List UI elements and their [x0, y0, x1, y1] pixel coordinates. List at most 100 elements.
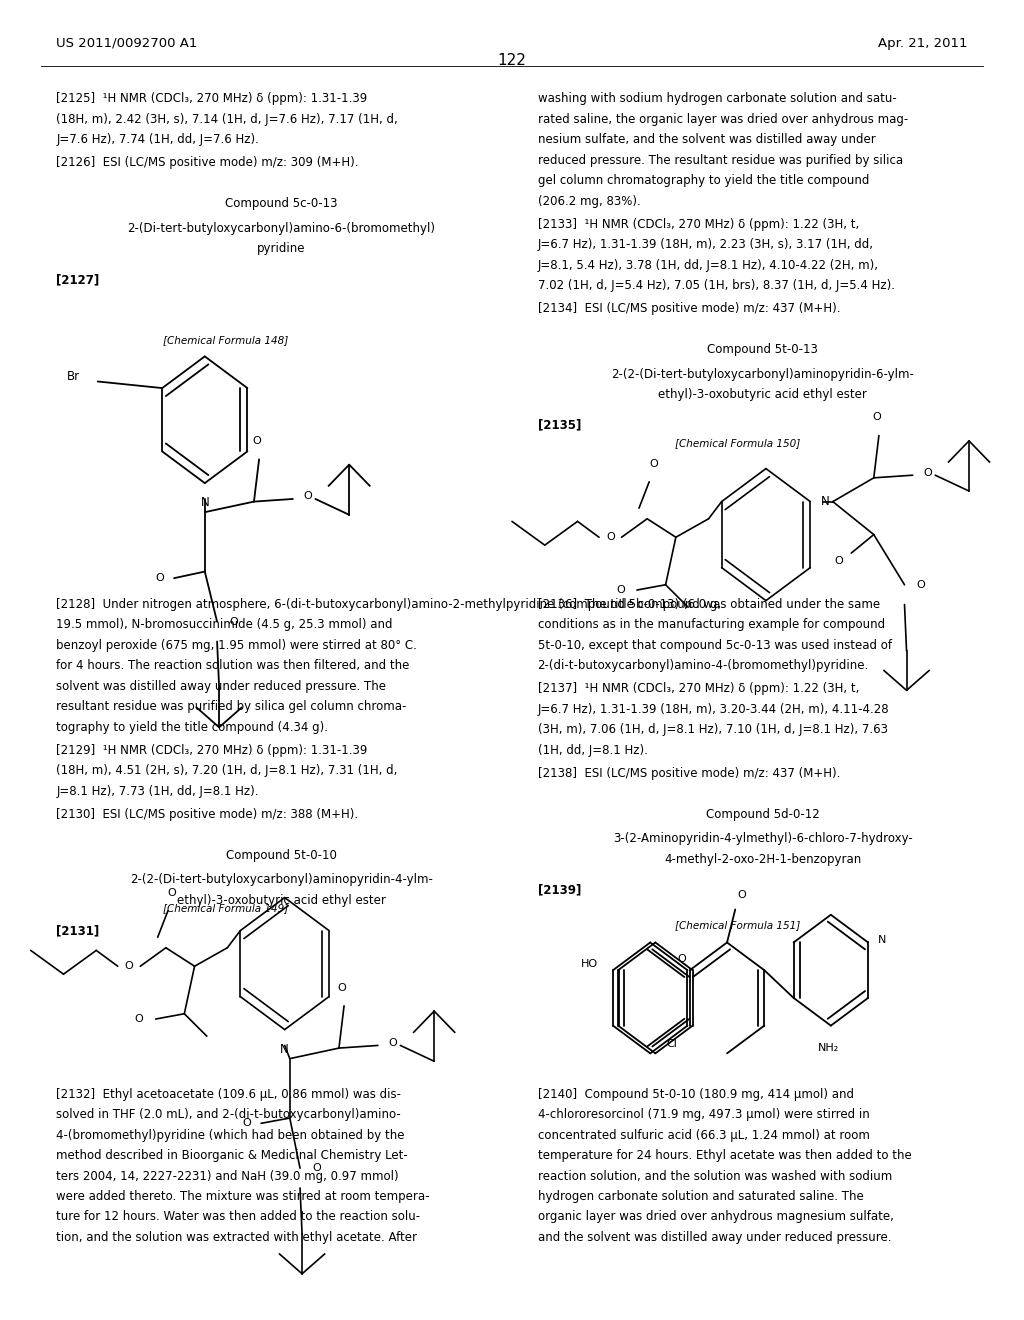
Text: 5t-0-10, except that compound 5c-0-13 was used instead of: 5t-0-10, except that compound 5c-0-13 wa…	[538, 639, 892, 652]
Text: 2-(Di-tert-butyloxycarbonyl)amino-6-(bromomethyl): 2-(Di-tert-butyloxycarbonyl)amino-6-(bro…	[128, 222, 435, 235]
Text: Compound 5t-0-10: Compound 5t-0-10	[226, 849, 337, 862]
Text: O: O	[615, 585, 625, 595]
Text: [2139]: [2139]	[538, 883, 581, 896]
Text: (1H, dd, J=8.1 Hz).: (1H, dd, J=8.1 Hz).	[538, 743, 647, 756]
Text: [2126]  ESI (LC/MS positive mode) m/z: 309 (M+H).: [2126] ESI (LC/MS positive mode) m/z: 30…	[56, 156, 358, 169]
Text: pyridine: pyridine	[257, 243, 306, 255]
Text: O: O	[312, 1163, 322, 1173]
Text: [2133]  ¹H NMR (CDCl₃, 270 MHz) δ (ppm): 1.22 (3H, t,: [2133] ¹H NMR (CDCl₃, 270 MHz) δ (ppm): …	[538, 218, 859, 231]
Text: ters 2004, 14, 2227-2231) and NaH (39.0 mg, 0.97 mmol): ters 2004, 14, 2227-2231) and NaH (39.0 …	[56, 1170, 399, 1183]
Text: conditions as in the manufacturing example for compound: conditions as in the manufacturing examp…	[538, 618, 885, 631]
Text: O: O	[649, 458, 657, 469]
Text: organic layer was dried over anhydrous magnesium sulfate,: organic layer was dried over anhydrous m…	[538, 1210, 894, 1224]
Text: rated saline, the organic layer was dried over anhydrous mag-: rated saline, the organic layer was drie…	[538, 112, 908, 125]
Text: O: O	[125, 961, 133, 972]
Text: [2130]  ESI (LC/MS positive mode) m/z: 388 (M+H).: [2130] ESI (LC/MS positive mode) m/z: 38…	[56, 808, 358, 821]
Text: J=8.1 Hz), 7.73 (1H, dd, J=8.1 Hz).: J=8.1 Hz), 7.73 (1H, dd, J=8.1 Hz).	[56, 784, 259, 797]
Text: O: O	[606, 532, 614, 543]
Text: temperature for 24 hours. Ethyl acetate was then added to the: temperature for 24 hours. Ethyl acetate …	[538, 1148, 911, 1162]
Text: N: N	[879, 935, 887, 945]
Text: 2-(2-(Di-tert-butyloxycarbonyl)aminopyridin-6-ylm-: 2-(2-(Di-tert-butyloxycarbonyl)aminopyri…	[611, 368, 914, 380]
Text: Compound 5c-0-13: Compound 5c-0-13	[225, 197, 338, 210]
Text: concentrated sulfuric acid (66.3 μL, 1.24 mmol) at room: concentrated sulfuric acid (66.3 μL, 1.2…	[538, 1129, 869, 1142]
Text: O: O	[229, 616, 239, 627]
Text: 7.02 (1H, d, J=5.4 Hz), 7.05 (1H, brs), 8.37 (1H, d, J=5.4 Hz).: 7.02 (1H, d, J=5.4 Hz), 7.05 (1H, brs), …	[538, 279, 895, 292]
Text: NH₂: NH₂	[818, 1043, 840, 1053]
Text: reaction solution, and the solution was washed with sodium: reaction solution, and the solution was …	[538, 1170, 892, 1183]
Text: solvent was distilled away under reduced pressure. The: solvent was distilled away under reduced…	[56, 680, 386, 693]
Text: washing with sodium hydrogen carbonate solution and satu-: washing with sodium hydrogen carbonate s…	[538, 92, 896, 106]
Text: resultant residue was purified by silica gel column chroma-: resultant residue was purified by silica…	[56, 700, 407, 713]
Text: method described in Bioorganic & Medicinal Chemistry Let-: method described in Bioorganic & Medicin…	[56, 1148, 409, 1162]
Text: O: O	[737, 890, 746, 900]
Text: J=8.1, 5.4 Hz), 3.78 (1H, dd, J=8.1 Hz), 4.10-4.22 (2H, m),: J=8.1, 5.4 Hz), 3.78 (1H, dd, J=8.1 Hz),…	[538, 259, 879, 272]
Text: (206.2 mg, 83%).: (206.2 mg, 83%).	[538, 194, 640, 207]
Text: O: O	[253, 436, 261, 446]
Text: tography to yield the title compound (4.34 g).: tography to yield the title compound (4.…	[56, 721, 329, 734]
Text: O: O	[242, 1118, 251, 1129]
Text: reduced pressure. The resultant residue was purified by silica: reduced pressure. The resultant residue …	[538, 153, 903, 166]
Text: 3-(2-Aminopyridin-4-ylmethyl)-6-chloro-7-hydroxy-: 3-(2-Aminopyridin-4-ylmethyl)-6-chloro-7…	[613, 833, 912, 845]
Text: were added thereto. The mixture was stirred at room tempera-: were added thereto. The mixture was stir…	[56, 1191, 430, 1203]
Text: ture for 12 hours. Water was then added to the reaction solu-: ture for 12 hours. Water was then added …	[56, 1210, 421, 1224]
Text: [2138]  ESI (LC/MS positive mode) m/z: 437 (M+H).: [2138] ESI (LC/MS positive mode) m/z: 43…	[538, 767, 840, 780]
Text: 4-chlororesorcinol (71.9 mg, 497.3 μmol) were stirred in: 4-chlororesorcinol (71.9 mg, 497.3 μmol)…	[538, 1109, 869, 1121]
Text: N: N	[201, 496, 209, 510]
Text: [2125]  ¹H NMR (CDCl₃, 270 MHz) δ (ppm): 1.31-1.39: [2125] ¹H NMR (CDCl₃, 270 MHz) δ (ppm): …	[56, 92, 368, 106]
Text: O: O	[677, 953, 686, 964]
Text: ethyl)-3-oxobutyric acid ethyl ester: ethyl)-3-oxobutyric acid ethyl ester	[177, 894, 386, 907]
Text: [Chemical Formula 150]: [Chemical Formula 150]	[675, 438, 800, 449]
Text: 4-methyl-2-oxo-2H-1-benzopyran: 4-methyl-2-oxo-2H-1-benzopyran	[665, 853, 861, 866]
Text: O: O	[168, 887, 176, 898]
Text: O: O	[872, 412, 882, 422]
Text: Cl: Cl	[667, 1039, 677, 1049]
Text: 4-(bromomethyl)pyridine (which had been obtained by the: 4-(bromomethyl)pyridine (which had been …	[56, 1129, 404, 1142]
Text: O: O	[923, 467, 932, 478]
Text: 122: 122	[498, 53, 526, 67]
Text: and the solvent was distilled away under reduced pressure.: and the solvent was distilled away under…	[538, 1232, 891, 1243]
Text: ethyl)-3-oxobutyric acid ethyl ester: ethyl)-3-oxobutyric acid ethyl ester	[658, 388, 867, 401]
Text: gel column chromatography to yield the title compound: gel column chromatography to yield the t…	[538, 174, 869, 187]
Text: [2129]  ¹H NMR (CDCl₃, 270 MHz) δ (ppm): 1.31-1.39: [2129] ¹H NMR (CDCl₃, 270 MHz) δ (ppm): …	[56, 743, 368, 756]
Text: [2131]: [2131]	[56, 924, 99, 937]
Text: Br: Br	[68, 370, 80, 383]
Text: O: O	[916, 579, 926, 590]
Text: 2-(2-(Di-tert-butyloxycarbonyl)aminopyridin-4-ylm-: 2-(2-(Di-tert-butyloxycarbonyl)aminopyri…	[130, 874, 433, 886]
Text: J=6.7 Hz), 1.31-1.39 (18H, m), 3.20-3.44 (2H, m), 4.11-4.28: J=6.7 Hz), 1.31-1.39 (18H, m), 3.20-3.44…	[538, 702, 889, 715]
Text: (3H, m), 7.06 (1H, d, J=8.1 Hz), 7.10 (1H, d, J=8.1 Hz), 7.63: (3H, m), 7.06 (1H, d, J=8.1 Hz), 7.10 (1…	[538, 723, 888, 737]
Text: O: O	[134, 1014, 143, 1024]
Text: O: O	[388, 1038, 397, 1048]
Text: (18H, m), 2.42 (3H, s), 7.14 (1H, d, J=7.6 Hz), 7.17 (1H, d,: (18H, m), 2.42 (3H, s), 7.14 (1H, d, J=7…	[56, 112, 398, 125]
Text: [2137]  ¹H NMR (CDCl₃, 270 MHz) δ (ppm): 1.22 (3H, t,: [2137] ¹H NMR (CDCl₃, 270 MHz) δ (ppm): …	[538, 682, 859, 696]
Text: O: O	[835, 556, 843, 566]
Text: [Chemical Formula 151]: [Chemical Formula 151]	[675, 920, 800, 931]
Text: [2135]: [2135]	[538, 418, 581, 432]
Text: tion, and the solution was extracted with ethyl acetate. After: tion, and the solution was extracted wit…	[56, 1232, 418, 1243]
Text: Apr. 21, 2011: Apr. 21, 2011	[879, 37, 968, 50]
Text: [2134]  ESI (LC/MS positive mode) m/z: 437 (M+H).: [2134] ESI (LC/MS positive mode) m/z: 43…	[538, 302, 840, 315]
Text: HO: HO	[581, 958, 598, 969]
Text: US 2011/0092700 A1: US 2011/0092700 A1	[56, 37, 198, 50]
Text: O: O	[338, 982, 346, 993]
Text: [Chemical Formula 149]: [Chemical Formula 149]	[163, 903, 288, 913]
Text: (18H, m), 4.51 (2H, s), 7.20 (1H, d, J=8.1 Hz), 7.31 (1H, d,: (18H, m), 4.51 (2H, s), 7.20 (1H, d, J=8…	[56, 764, 397, 777]
Text: [2127]: [2127]	[56, 273, 99, 286]
Text: O: O	[155, 573, 164, 583]
Text: Compound 5t-0-13: Compound 5t-0-13	[708, 343, 818, 356]
Text: for 4 hours. The reaction solution was then filtered, and the: for 4 hours. The reaction solution was t…	[56, 659, 410, 672]
Text: Compound 5d-0-12: Compound 5d-0-12	[706, 808, 820, 821]
Text: [2132]  Ethyl acetoacetate (109.6 μL, 0.86 mmol) was dis-: [2132] Ethyl acetoacetate (109.6 μL, 0.8…	[56, 1088, 401, 1101]
Text: J=6.7 Hz), 1.31-1.39 (18H, m), 2.23 (3H, s), 3.17 (1H, dd,: J=6.7 Hz), 1.31-1.39 (18H, m), 2.23 (3H,…	[538, 238, 873, 251]
Text: J=7.6 Hz), 7.74 (1H, dd, J=7.6 Hz).: J=7.6 Hz), 7.74 (1H, dd, J=7.6 Hz).	[56, 133, 259, 147]
Text: hydrogen carbonate solution and saturated saline. The: hydrogen carbonate solution and saturate…	[538, 1191, 863, 1203]
Text: benzoyl peroxide (675 mg, 1.95 mmol) were stirred at 80° C.: benzoyl peroxide (675 mg, 1.95 mmol) wer…	[56, 639, 417, 652]
Text: [Chemical Formula 148]: [Chemical Formula 148]	[163, 335, 288, 346]
Text: [2136]  The title compound was obtained under the same: [2136] The title compound was obtained u…	[538, 598, 880, 611]
Text: solved in THF (2.0 mL), and 2-(di-t-butoxycarbonyl)amino-: solved in THF (2.0 mL), and 2-(di-t-buto…	[56, 1109, 401, 1121]
Text: 2-(di-t-butoxycarbonyl)amino-4-(bromomethyl)pyridine.: 2-(di-t-butoxycarbonyl)amino-4-(bromomet…	[538, 659, 868, 672]
Text: nesium sulfate, and the solvent was distilled away under: nesium sulfate, and the solvent was dist…	[538, 133, 876, 147]
Text: O: O	[303, 491, 312, 502]
Text: N: N	[281, 1043, 289, 1056]
Text: [2140]  Compound 5t-0-10 (180.9 mg, 414 μmol) and: [2140] Compound 5t-0-10 (180.9 mg, 414 μ…	[538, 1088, 854, 1101]
Text: 19.5 mmol), N-bromosuccinimide (4.5 g, 25.3 mmol) and: 19.5 mmol), N-bromosuccinimide (4.5 g, 2…	[56, 618, 393, 631]
